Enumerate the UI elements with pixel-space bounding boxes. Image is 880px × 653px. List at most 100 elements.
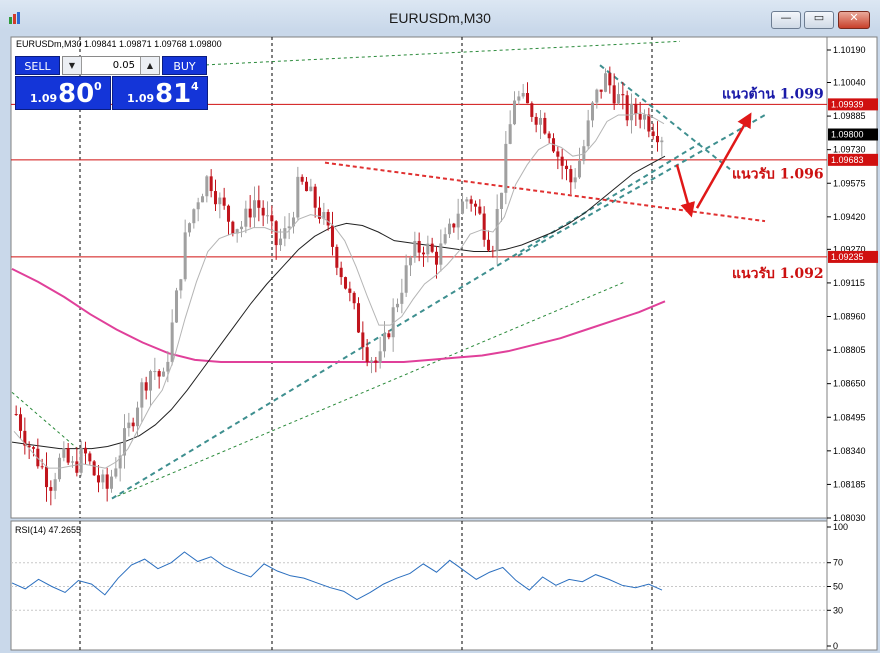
volume-input[interactable]: 0.05: [112, 60, 135, 71]
candle-body: [265, 215, 270, 217]
y-tick-label: 1.09730: [833, 145, 866, 155]
candle-body: [270, 215, 274, 222]
candle-body: [187, 223, 192, 233]
candle-body: [235, 229, 239, 234]
candle-body: [23, 430, 27, 446]
candle-body: [603, 73, 608, 92]
candle-body: [543, 117, 547, 134]
restore-icon: ▭: [813, 11, 825, 24]
y-tick-label: 1.08805: [833, 345, 866, 355]
y-tick-label: 1.08185: [833, 479, 866, 489]
candle-body: [404, 265, 408, 293]
candle-body: [660, 140, 664, 143]
candle-body: [556, 151, 560, 157]
candle-body: [92, 461, 96, 476]
candle-body: [222, 197, 226, 206]
candle-body: [608, 73, 612, 86]
falling-trend-line: [599, 64, 731, 170]
window-title: EURUSDm,M30: [389, 10, 491, 26]
candle-body: [564, 165, 569, 170]
sell-price-button[interactable]: 1.09 80 0: [15, 76, 111, 110]
candle-body: [283, 228, 287, 239]
candle-body: [278, 238, 283, 246]
mid-moving-average: [11, 155, 666, 450]
candle-body: [70, 461, 75, 463]
candle-body: [512, 100, 517, 125]
candle-body: [135, 407, 140, 427]
candle-body: [309, 186, 313, 192]
candle-body: [577, 160, 582, 178]
close-button[interactable]: ✕: [838, 11, 870, 29]
candle-body: [313, 186, 317, 208]
rising-trend-line-2: [517, 114, 766, 257]
candle-body: [547, 133, 551, 139]
candle-body: [274, 221, 278, 246]
minimize-button[interactable]: —: [771, 11, 801, 29]
y-tick-label: 1.08650: [833, 379, 866, 389]
candle-body: [209, 176, 213, 192]
y-tick-label: 1.08960: [833, 312, 866, 322]
candle-body: [252, 200, 257, 218]
sell-price-prefix: 1.09: [30, 92, 58, 105]
candle-body: [473, 203, 478, 207]
candle-body: [400, 292, 404, 304]
candle-body: [183, 232, 187, 280]
y-tick-label: 1.09115: [833, 278, 865, 288]
candle-body: [491, 250, 495, 252]
y-tick-label: 1.10040: [833, 78, 866, 88]
candle-body: [517, 96, 521, 101]
candle-body: [335, 246, 339, 268]
candle-body: [239, 226, 244, 230]
candle-body: [439, 243, 443, 265]
title-bar[interactable]: EURUSDm,M30 — ▭ ✕: [0, 0, 880, 36]
candle-body: [534, 116, 538, 125]
candle-body: [417, 240, 421, 253]
y-tick-label: 1.09575: [833, 178, 866, 188]
candle-body: [88, 453, 92, 462]
candle-body: [560, 156, 564, 166]
support-resistance-annotation: แนวรับ 1.096: [732, 167, 824, 183]
candle-body: [114, 468, 118, 477]
candle-body: [330, 225, 335, 247]
rising-trend-line: [111, 142, 701, 500]
candle-body: [62, 448, 66, 458]
close-icon: ✕: [849, 11, 859, 24]
candle-body: [244, 208, 248, 227]
buy-button[interactable]: BUY: [162, 56, 207, 75]
candle-body: [27, 445, 31, 448]
candle-body: [408, 257, 413, 266]
volume-stepper[interactable]: ▼ 0.05 ▲: [62, 56, 160, 75]
candle-body: [322, 212, 326, 219]
minimize-icon: —: [780, 11, 792, 24]
down-arrow: [675, 164, 695, 218]
sell-price-pips: 80: [58, 79, 95, 109]
candle-body: [530, 103, 534, 117]
candle-body: [638, 113, 642, 120]
candle-body: [430, 243, 434, 252]
candle-body: [569, 169, 573, 183]
support-resistance-annotation: แนวรับ 1.092: [732, 266, 824, 282]
candle-body: [79, 447, 83, 473]
buy-price-button[interactable]: 1.09 81 4: [112, 76, 208, 110]
candle-body: [421, 252, 426, 255]
candle-body: [122, 428, 127, 456]
candle-body: [53, 479, 57, 491]
lower-channel-line: [111, 281, 626, 499]
candle-body: [525, 93, 530, 104]
main-plot-frame: [10, 36, 828, 519]
candle-body: [40, 466, 44, 468]
candle-body: [226, 205, 231, 222]
candle-body: [257, 200, 261, 208]
restore-button[interactable]: ▭: [804, 11, 834, 29]
sell-button[interactable]: SELL: [15, 56, 60, 75]
candle-body: [317, 207, 322, 219]
volume-down-icon[interactable]: ▼: [63, 57, 82, 74]
candle-body: [109, 476, 114, 489]
volume-up-icon[interactable]: ▲: [140, 57, 159, 74]
current-price-tag: [828, 128, 878, 141]
candle-body: [153, 371, 157, 373]
candle-body: [205, 176, 209, 197]
candle-body: [131, 422, 135, 427]
